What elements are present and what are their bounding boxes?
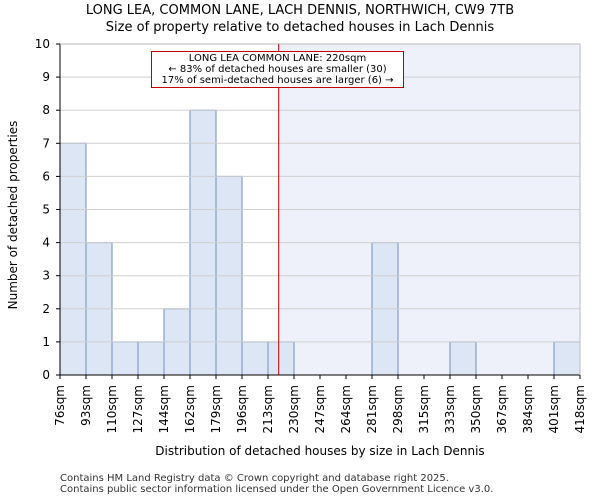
x-axis-label: Distribution of detached houses by size … <box>155 444 485 458</box>
x-tick-label-281sqm: 281sqm <box>365 385 379 433</box>
y-tick-label-2: 2 <box>42 302 50 316</box>
x-tick-label-213sqm: 213sqm <box>261 385 275 433</box>
x-tick-label-333sqm: 333sqm <box>443 385 457 433</box>
bar-110sqm <box>111 341 139 376</box>
y-tick-label-5: 5 <box>42 203 50 217</box>
x-tick-label-179sqm: 179sqm <box>209 385 223 433</box>
bar-196sqm <box>241 341 269 376</box>
annotation-line-2: ← 83% of detached houses are smaller (30… <box>168 64 387 75</box>
footer-line-1: Contains HM Land Registry data © Crown c… <box>60 473 449 484</box>
bar-76sqm <box>59 142 87 376</box>
y-tick-label-0: 0 <box>42 368 50 382</box>
chart-subtitle: Size of property relative to detached ho… <box>105 20 495 35</box>
y-tick-label-6: 6 <box>42 169 50 183</box>
x-tick-label-315sqm: 315sqm <box>417 385 431 433</box>
x-tick-label-367sqm: 367sqm <box>495 385 509 433</box>
x-tick-label-93sqm: 93sqm <box>79 385 93 426</box>
x-tick-label-76sqm: 76sqm <box>53 385 67 426</box>
x-tick-label-401sqm: 401sqm <box>547 385 561 433</box>
y-tick-label-8: 8 <box>42 103 50 117</box>
x-tick-label-384sqm: 384sqm <box>521 385 535 433</box>
annotation-line-1: LONG LEA COMMON LANE: 220sqm <box>188 53 367 64</box>
y-axis-label: Number of detached properties <box>6 120 20 310</box>
x-tick-label-110sqm: 110sqm <box>105 385 119 433</box>
y-tick-label-3: 3 <box>42 269 50 283</box>
x-tick-label-418sqm: 418sqm <box>573 385 587 433</box>
bar-401sqm <box>553 341 581 376</box>
bar-333sqm <box>449 341 477 376</box>
x-tick-label-298sqm: 298sqm <box>391 385 405 433</box>
bar-127sqm <box>137 341 165 376</box>
x-tick-label-144sqm: 144sqm <box>157 385 171 433</box>
x-tick-label-162sqm: 162sqm <box>183 385 197 433</box>
marker-annotation: LONG LEA COMMON LANE: 220sqm ← 83% of de… <box>151 51 404 88</box>
y-tick-label-9: 9 <box>42 70 50 84</box>
bar-213sqm <box>267 341 295 376</box>
y-tick-label-7: 7 <box>42 136 50 150</box>
x-tick-label-230sqm: 230sqm <box>287 385 301 433</box>
x-tick-label-247sqm: 247sqm <box>313 385 327 433</box>
y-tick-label-4: 4 <box>42 236 50 250</box>
y-tick-label-10: 10 <box>35 37 50 51</box>
y-tick-label-1: 1 <box>42 335 50 349</box>
footer-line-2: Contains public sector information licen… <box>60 484 494 495</box>
chart-title: LONG LEA, COMMON LANE, LACH DENNIS, NORT… <box>85 3 515 18</box>
x-tick-label-127sqm: 127sqm <box>131 385 145 433</box>
x-tick-label-196sqm: 196sqm <box>235 385 249 433</box>
x-tick-label-264sqm: 264sqm <box>339 385 353 433</box>
x-tick-label-350sqm: 350sqm <box>469 385 483 433</box>
annotation-line-3: 17% of semi-detached houses are larger (… <box>161 75 394 86</box>
